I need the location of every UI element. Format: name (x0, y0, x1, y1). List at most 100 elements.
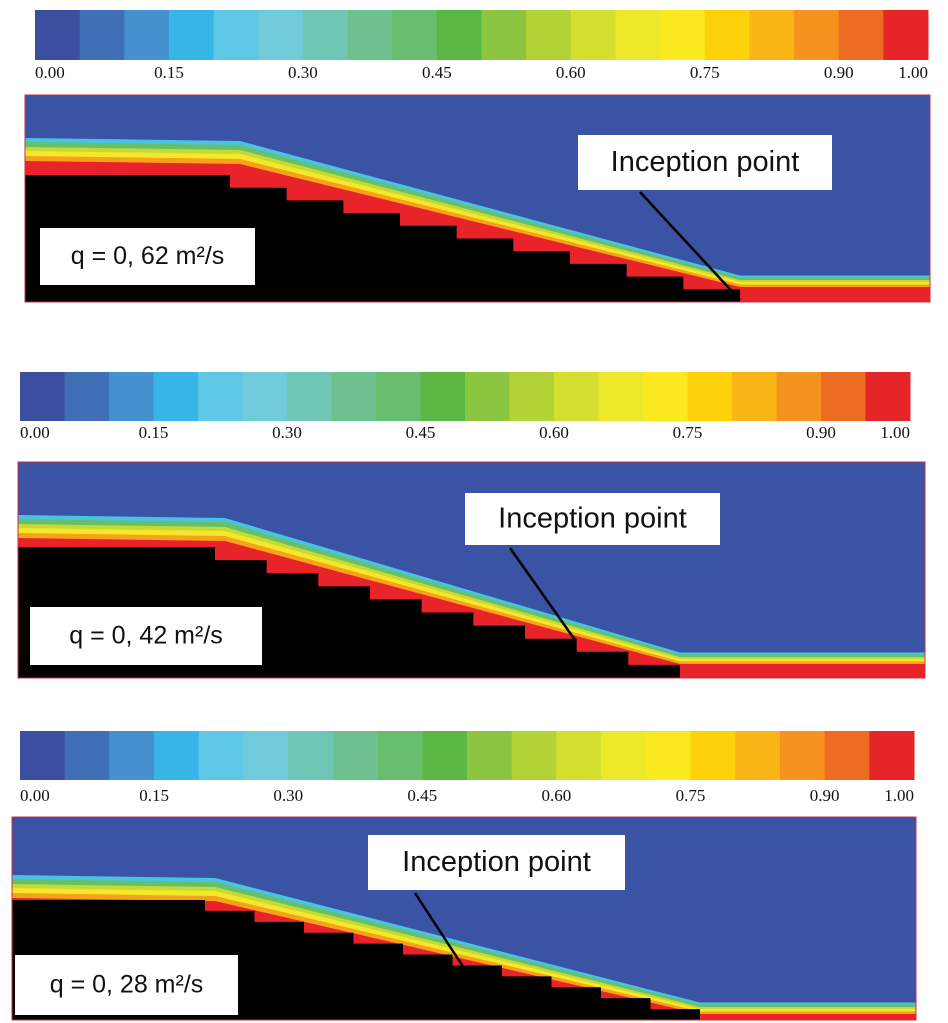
colorbar-segment (198, 372, 243, 421)
colorbar-segment (615, 10, 661, 60)
colorbar-tick-label: 1.00 (880, 423, 910, 442)
discharge-label: q = 0, 28 m²/s (50, 971, 204, 999)
colorbar-tick-label: 0.45 (407, 786, 437, 805)
colorbar-tick-label: 0.60 (539, 423, 569, 442)
colorbar-segment (243, 731, 289, 780)
colorbar-segment (436, 10, 482, 60)
colorbar-tick-label: 0.90 (806, 423, 836, 442)
discharge-label: q = 0, 42 m²/s (69, 622, 223, 650)
frame (24, 94, 931, 303)
colorbar-segment (556, 731, 602, 780)
colorbar-segment (645, 731, 691, 780)
panel: 0.00 0.15 0.30 0.45 0.60 0.75 0.90 1.00 Inceptio… (11, 731, 917, 1021)
colorbar-segment (794, 10, 840, 60)
colorbar-segment (20, 372, 65, 421)
colorbar-segment (258, 10, 304, 60)
colorbar-tick-label: 0.90 (824, 63, 854, 82)
colorbar-tick-label: 0.90 (810, 786, 840, 805)
colorbar-segment (660, 10, 706, 60)
colorbar-segment (554, 372, 599, 421)
annotation: Inception point (611, 146, 800, 178)
colorbar-segment (242, 372, 288, 421)
colorbar-tick-label: 0.75 (673, 423, 703, 442)
colorbar-segment (821, 372, 866, 421)
discharge-label: q = 0, 62 m²/s (71, 242, 225, 270)
colorbar-segment (287, 372, 332, 421)
label-box (30, 607, 262, 665)
colorbar-segment (732, 372, 777, 421)
colorbar-segment (302, 10, 349, 60)
colorbar-tick-label: 0.45 (422, 63, 452, 82)
colorbar-segment (332, 731, 379, 780)
colorbar-tick-label: 1.00 (884, 786, 914, 805)
annotation: Inception point (498, 503, 687, 535)
colorbar-segment (467, 731, 513, 780)
colorbar-tick-label: 0.00 (20, 786, 50, 805)
colorbar-tick-label: 1.00 (898, 63, 928, 82)
colorbar-segment (883, 10, 929, 60)
pointer-line (413, 892, 477, 986)
colorbar-segment (109, 372, 154, 421)
label-box (15, 955, 238, 1015)
colorbar-segment (79, 10, 125, 60)
colorbar-segment (598, 372, 644, 421)
colorbar-tick-label: 0.00 (35, 63, 65, 82)
annotation-box (578, 135, 832, 190)
colorbar-segment (838, 10, 884, 60)
colorbar-segment (64, 372, 110, 421)
colorbar-segment (776, 372, 822, 421)
colorbar-tick-label: 0.00 (20, 423, 50, 442)
colorbar-segment (213, 10, 259, 60)
colorbar-segment (198, 731, 244, 780)
panel: 0.00 0.15 0.30 0.45 0.60 0.75 0.90 1.00 Inceptio… (17, 372, 926, 679)
colorbar-segment (570, 10, 616, 60)
colorbar-tick-label: 0.15 (154, 63, 184, 82)
colorbar-segment (347, 10, 393, 60)
colorbar-segment (422, 731, 468, 780)
colorbar-segment (690, 731, 736, 780)
colorbar-tick-label: 0.30 (272, 423, 302, 442)
colorbar-tick-label: 0.75 (676, 786, 706, 805)
colorbar-segment (288, 731, 334, 780)
colorbar-segment (865, 372, 911, 421)
colorbar-segment (643, 372, 688, 421)
colorbar-segment (779, 731, 826, 780)
colorbar-segment (481, 10, 527, 60)
pointer-line (639, 191, 741, 301)
colorbar-segment (35, 10, 81, 60)
pointer-line (508, 547, 577, 641)
colorbar-tick-label: 0.15 (139, 786, 169, 805)
colorbar-segment (869, 731, 915, 780)
colorbar-segment (331, 372, 377, 421)
colorbar-segment (64, 731, 110, 780)
frame (11, 816, 917, 1021)
colorbar-tick-label: 0.30 (288, 63, 318, 82)
colorbar-segment (124, 10, 170, 60)
colorbar-segment (377, 731, 423, 780)
colorbar-segment (749, 10, 795, 60)
annotation-box (368, 835, 625, 890)
colorbar-segment (601, 731, 647, 780)
colorbar-segment (168, 10, 215, 60)
colorbar-tick-label: 0.15 (139, 423, 169, 442)
colorbar-segment (526, 10, 572, 60)
colorbar-segment (376, 372, 421, 421)
colorbar-segment (735, 731, 781, 780)
colorbar-tick-label: 0.30 (273, 786, 303, 805)
annotation-box (465, 493, 720, 545)
colorbar-segment (20, 731, 66, 780)
colorbar-segment (392, 10, 438, 60)
colorbar-segment (154, 731, 200, 780)
panel: 0.00 0.15 0.30 0.45 0.60 0.75 0.90 1.00 Inceptio… (24, 10, 931, 303)
label-box (40, 228, 255, 285)
colorbar-segment (687, 372, 733, 421)
frame (17, 461, 926, 679)
colorbar-segment (824, 731, 870, 780)
colorbar-segment (109, 731, 155, 780)
colorbar-segment (704, 10, 750, 60)
colorbar-segment (509, 372, 555, 421)
colorbar-tick-label: 0.75 (690, 63, 720, 82)
colorbar-segment (153, 372, 199, 421)
colorbar-segment (465, 372, 510, 421)
